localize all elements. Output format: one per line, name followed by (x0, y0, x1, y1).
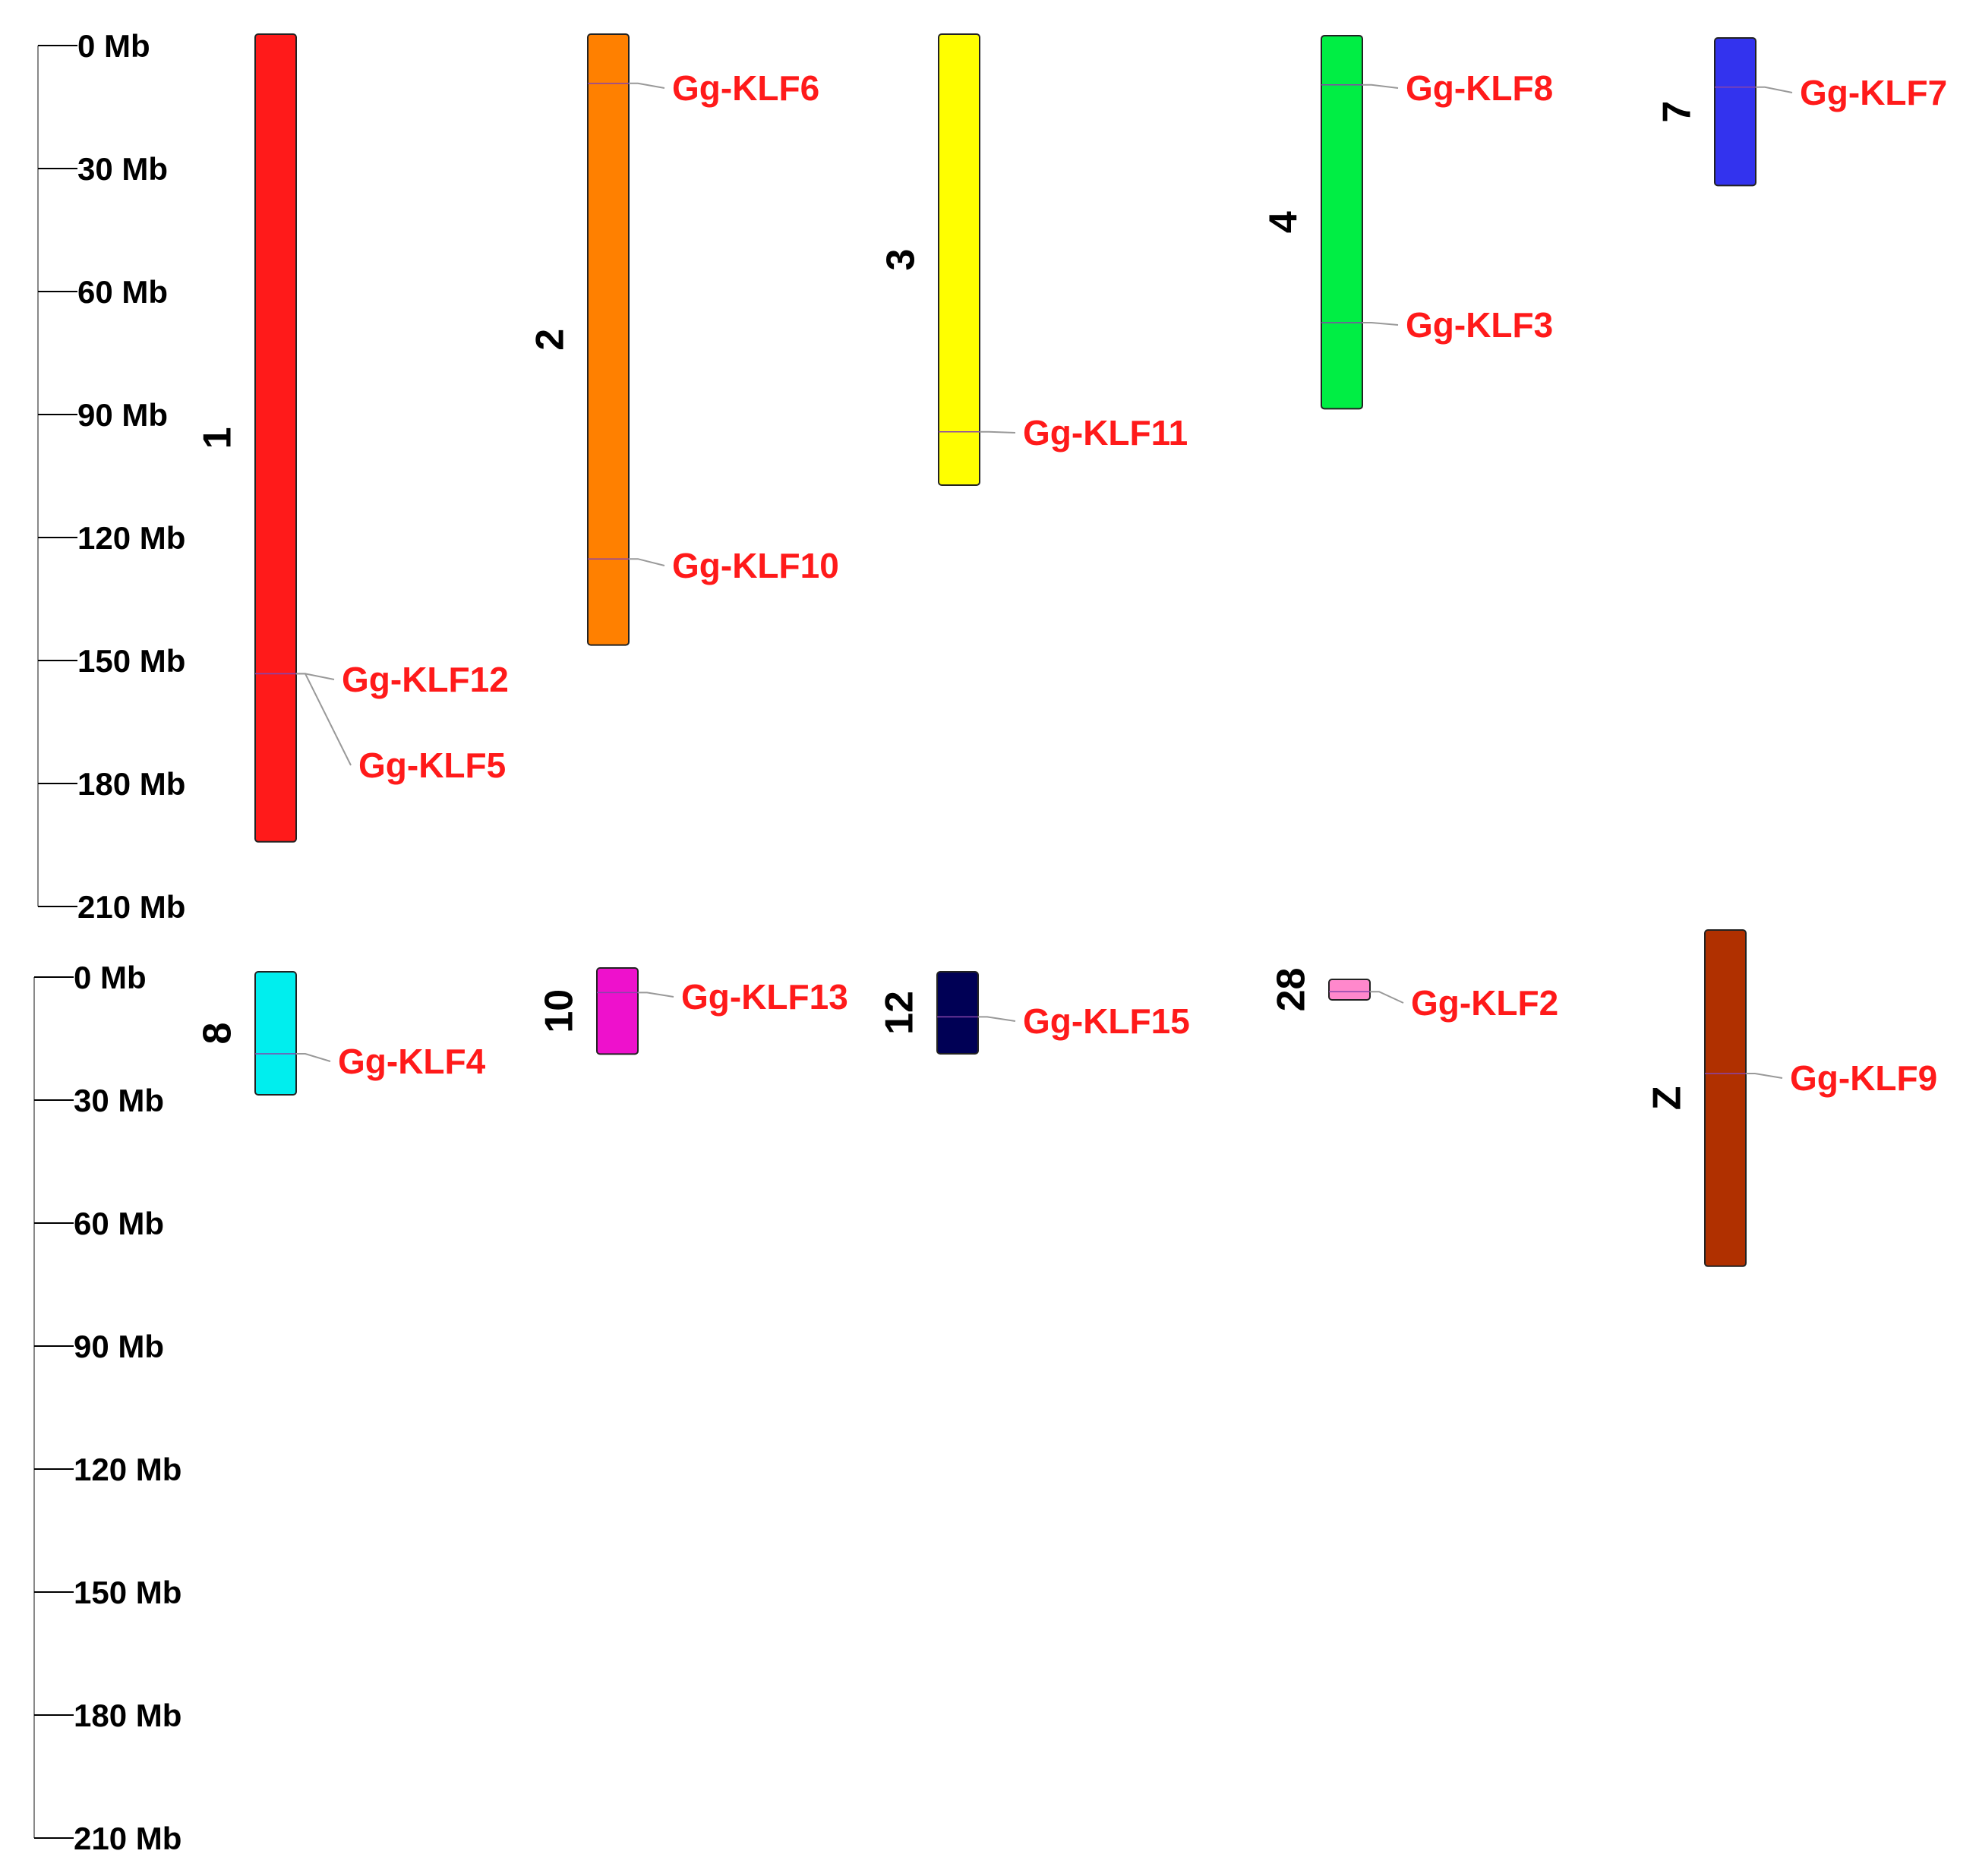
scale-tick-label: 150 Mb (74, 1575, 181, 1610)
scale-tick-label: 90 Mb (77, 397, 168, 433)
gene-leader-line (980, 430, 1016, 434)
chromosome-label: 3 (879, 249, 923, 271)
gene-leader-line (1756, 86, 1793, 93)
chromosome-label: 7 (1655, 101, 1700, 123)
gene-leader-line (296, 673, 335, 680)
scale-tick-label: 0 Mb (74, 960, 147, 995)
chromosome-28 (1328, 979, 1371, 1001)
chromosome-label: 12 (878, 991, 922, 1035)
scale-tick-label: 0 Mb (77, 28, 150, 64)
scale-tick-label: 30 Mb (77, 151, 168, 187)
scale-tick-label: 210 Mb (77, 889, 185, 925)
chromosome-label: Z (1646, 1086, 1690, 1111)
gene-label: Gg-KLF11 (1023, 413, 1188, 452)
chromosome-label: 4 (1262, 211, 1306, 233)
scale-tick-label: 120 Mb (74, 1452, 181, 1487)
scale-tick-label: 120 Mb (77, 520, 185, 556)
gene-leader-line (1370, 991, 1404, 1004)
chromosome-label: 2 (529, 329, 573, 351)
scale-tick-label: 60 Mb (74, 1206, 164, 1241)
chromosome-1 (254, 33, 297, 843)
gene-leader-line (1362, 84, 1399, 89)
gene-leader-line (296, 673, 352, 766)
scale-tick-label: 210 Mb (74, 1821, 181, 1856)
chromosome-8 (254, 971, 297, 1096)
gene-leader-line (638, 992, 674, 998)
gene-label: Gg-KLF2 (1411, 983, 1558, 1023)
gene-label: Gg-KLF4 (338, 1042, 486, 1081)
gene-leader-line (629, 558, 665, 566)
gene-label: Gg-KLF9 (1790, 1058, 1937, 1098)
gene-label: Gg-KLF12 (342, 660, 509, 699)
gene-leader-line (1746, 1073, 1783, 1079)
chromosome-label: 1 (196, 427, 240, 449)
gene-label: Gg-KLF3 (1406, 305, 1553, 345)
chromosome-label: 10 (538, 989, 582, 1033)
gene-label: Gg-KLF15 (1023, 1001, 1190, 1041)
chromosome-12 (936, 971, 979, 1055)
scale-tick-label: 30 Mb (74, 1083, 164, 1118)
gene-label: Gg-KLF7 (1800, 73, 1947, 112)
scale-tick-label: 60 Mb (77, 274, 168, 310)
gene-label: Gg-KLF6 (672, 68, 819, 108)
scale-tick-label: 180 Mb (74, 1698, 181, 1733)
gene-leader-line (1362, 322, 1399, 326)
scale-tick-label: 90 Mb (74, 1329, 164, 1364)
gene-leader-line (296, 1053, 331, 1062)
gene-label: Gg-KLF13 (681, 977, 848, 1017)
gene-label: Gg-KLF10 (672, 546, 839, 585)
chromosome-label: 8 (196, 1023, 240, 1045)
gene-leader-line (629, 82, 665, 89)
chromosome-3 (938, 33, 980, 486)
gene-label: Gg-KLF8 (1406, 68, 1553, 108)
chromosome-4 (1321, 35, 1363, 410)
chromosome-label: 28 (1270, 968, 1314, 1012)
chromosome-7 (1714, 37, 1756, 187)
chromosome-Z (1704, 929, 1747, 1267)
chromosome-2 (587, 33, 630, 646)
chromosome-10 (596, 967, 639, 1055)
scale-tick-label: 150 Mb (77, 643, 185, 679)
scale-tick-label: 180 Mb (77, 766, 185, 802)
gene-label: Gg-KLF5 (358, 746, 506, 785)
gene-leader-line (978, 1016, 1016, 1022)
